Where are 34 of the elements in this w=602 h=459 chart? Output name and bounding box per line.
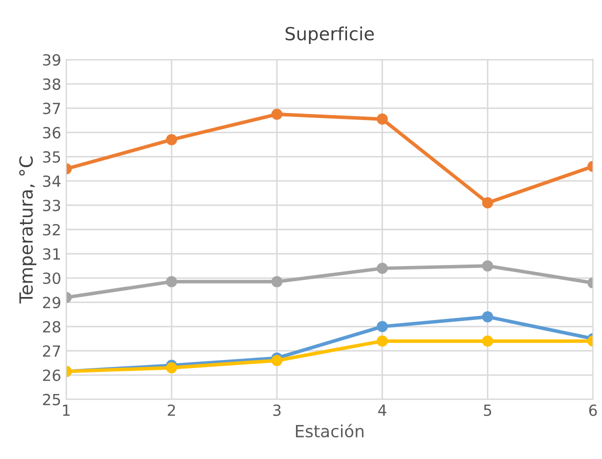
x-tick-label: 1 (63, 404, 70, 416)
x-tick-label: 3 (273, 404, 281, 416)
point (271, 108, 282, 120)
y-tick-label: 33 (43, 200, 60, 212)
point (166, 134, 178, 146)
point (376, 262, 388, 274)
point (166, 362, 178, 374)
point (271, 354, 282, 366)
y-tick-label: 25 (43, 394, 60, 406)
y-tick-label: 37 (43, 102, 60, 114)
point (271, 276, 282, 288)
y-tick-label: 39 (43, 54, 60, 66)
y-tick-label: 32 (43, 224, 60, 236)
y-tick-label: 34 (43, 175, 60, 187)
chart-title: Superficie (286, 26, 374, 44)
point (376, 320, 388, 332)
y-tick-label: 28 (43, 321, 60, 333)
y-tick-label: 36 (43, 126, 60, 138)
y-tick-label: 35 (43, 151, 60, 163)
x-axis-title: Estación (296, 424, 364, 438)
y-tick-label: 30 (43, 272, 60, 284)
y-axis-title: Temperatura, °C (19, 156, 36, 304)
y-tick-label: 31 (43, 248, 60, 260)
point (166, 276, 178, 288)
y-tick-label: 27 (43, 345, 60, 357)
point (376, 336, 388, 347)
y-tick-label: 29 (43, 296, 60, 308)
y-tick-label: 38 (43, 78, 60, 90)
x-tick-label: 2 (168, 404, 175, 416)
x-tick-label: 6 (589, 404, 597, 416)
x-tick-label: 5 (484, 404, 492, 416)
point (376, 114, 388, 125)
y-tick-label: 26 (43, 370, 60, 382)
x-tick-label: 4 (378, 404, 386, 416)
